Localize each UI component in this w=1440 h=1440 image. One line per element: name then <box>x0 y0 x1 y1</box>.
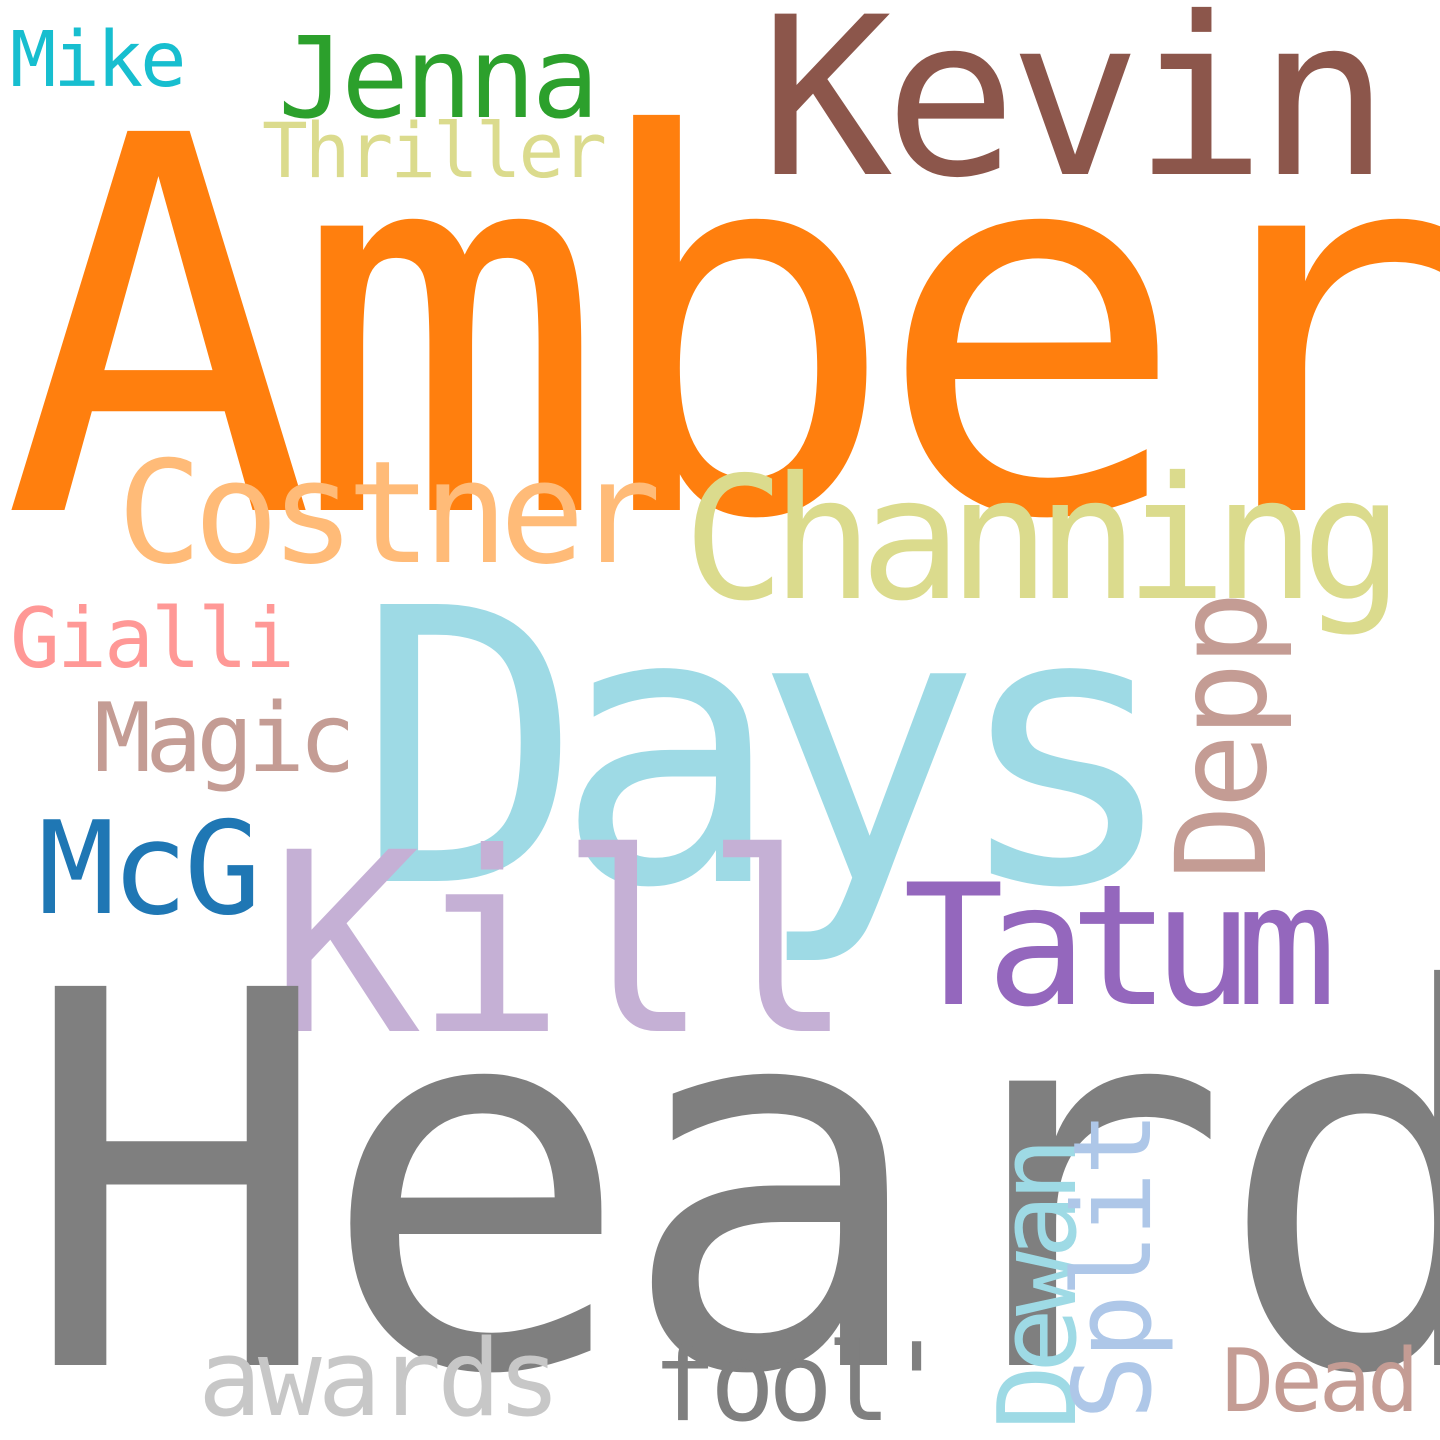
word-kevin: Kevin <box>760 0 1390 226</box>
word-dead: Dead <box>1222 1330 1420 1432</box>
word-magic: Magic <box>94 684 356 794</box>
word-tatum: Tatum <box>903 848 1337 1044</box>
word-fool: fool' <box>652 1321 949 1440</box>
word-heard: Heard <box>20 882 1440 1440</box>
word-awards: awards <box>198 1317 561 1440</box>
word-thriller: Thriller <box>262 106 607 195</box>
word-days: Days <box>355 528 1180 971</box>
word-amber: Amber <box>2 27 1440 633</box>
word-mike: Mike <box>10 16 186 105</box>
word-gialli: Gialli <box>10 590 295 687</box>
word-kill: Kill <box>270 799 854 1090</box>
word-jenna: Jenna <box>278 14 599 144</box>
word-split: Split <box>1051 1114 1176 1420</box>
word-depp: Depp <box>1150 594 1295 880</box>
word-mcg: McG <box>38 795 261 944</box>
word-channing: Channing <box>683 441 1404 639</box>
word-costner: Costner <box>117 431 661 596</box>
